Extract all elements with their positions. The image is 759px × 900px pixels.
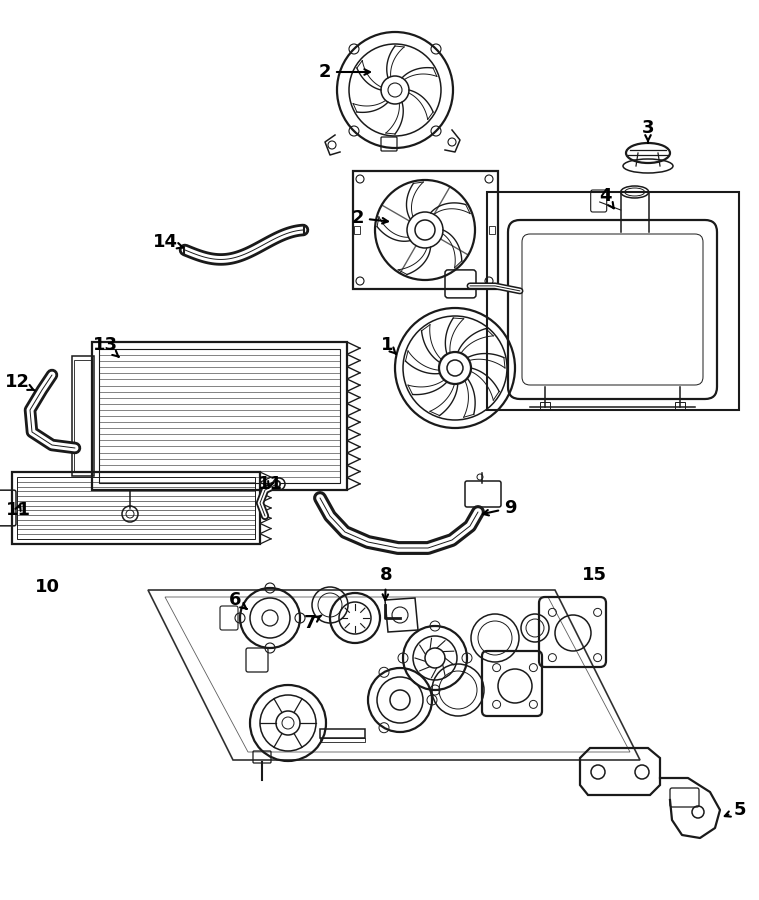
Bar xyxy=(72,356,94,476)
Bar xyxy=(675,402,685,410)
Text: 5: 5 xyxy=(725,801,746,819)
Text: 8: 8 xyxy=(380,566,392,600)
Text: 6: 6 xyxy=(228,591,247,609)
Text: 1: 1 xyxy=(381,336,396,355)
Bar xyxy=(74,360,92,472)
Bar xyxy=(12,472,260,544)
Text: 10: 10 xyxy=(35,578,60,596)
Text: 12: 12 xyxy=(5,373,35,391)
Bar xyxy=(487,192,739,410)
Text: 14: 14 xyxy=(153,233,184,251)
Text: 9: 9 xyxy=(483,499,516,517)
Text: 7: 7 xyxy=(304,614,321,632)
Bar xyxy=(353,171,498,289)
Bar xyxy=(354,226,360,234)
Text: 15: 15 xyxy=(582,566,607,584)
Bar xyxy=(99,349,340,483)
Bar xyxy=(320,729,365,738)
Text: 4: 4 xyxy=(599,187,614,209)
Text: 2: 2 xyxy=(351,209,388,227)
Text: 11: 11 xyxy=(5,501,30,519)
Text: 2: 2 xyxy=(319,63,370,81)
Bar xyxy=(489,226,495,234)
Text: 3: 3 xyxy=(642,119,654,142)
Bar xyxy=(17,477,255,539)
Bar xyxy=(320,738,365,742)
Text: 13: 13 xyxy=(93,336,119,357)
Bar xyxy=(540,402,550,410)
Bar xyxy=(92,342,347,490)
Text: 11: 11 xyxy=(257,475,282,493)
